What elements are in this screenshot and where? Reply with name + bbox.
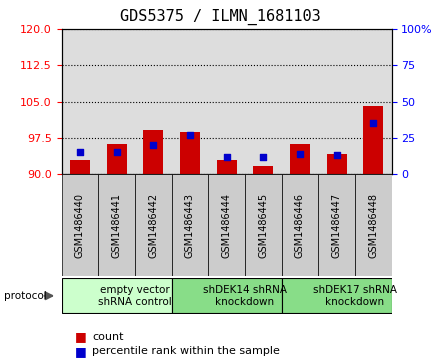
Point [77, 150, 84, 155]
Text: GSM1486445: GSM1486445 [258, 192, 268, 258]
Bar [172, 174, 208, 276]
Point [297, 151, 304, 157]
Bar [253, 166, 273, 174]
Bar [172, 278, 282, 313]
Text: GDS5375 / ILMN_1681103: GDS5375 / ILMN_1681103 [120, 9, 320, 25]
Point [260, 154, 267, 160]
Bar [208, 174, 245, 276]
Text: percentile rank within the sample: percentile rank within the sample [92, 346, 280, 356]
Point [150, 142, 157, 148]
Text: empty vector
shRNA control: empty vector shRNA control [98, 285, 172, 307]
Point [223, 154, 230, 160]
Bar [363, 106, 383, 174]
Text: GSM1486447: GSM1486447 [332, 192, 341, 258]
Bar [180, 132, 200, 174]
Text: GSM1486444: GSM1486444 [222, 192, 231, 258]
Bar [70, 160, 90, 174]
Text: shDEK14 shRNA
knockdown: shDEK14 shRNA knockdown [203, 285, 287, 307]
Text: GSM1486448: GSM1486448 [368, 192, 378, 258]
Text: shDEK17 shRNA
knockdown: shDEK17 shRNA knockdown [313, 285, 397, 307]
Bar [143, 130, 163, 174]
Point [333, 152, 340, 158]
Text: GSM1486441: GSM1486441 [112, 192, 121, 258]
Text: GSM1486446: GSM1486446 [295, 192, 305, 258]
Text: GSM1486440: GSM1486440 [75, 192, 85, 258]
Bar [245, 174, 282, 276]
Bar [98, 174, 135, 276]
Bar [62, 174, 98, 276]
Bar [135, 174, 172, 276]
Bar [355, 174, 392, 276]
Text: ■: ■ [75, 345, 87, 358]
Bar [216, 160, 237, 174]
Point [187, 132, 194, 138]
Text: GSM1486442: GSM1486442 [148, 192, 158, 258]
Point [113, 150, 120, 155]
Bar [290, 144, 310, 174]
Bar [318, 174, 355, 276]
Text: count: count [92, 332, 124, 342]
Text: GSM1486443: GSM1486443 [185, 192, 195, 258]
Bar [282, 278, 392, 313]
Bar [282, 174, 318, 276]
Bar [106, 144, 127, 174]
Text: ■: ■ [75, 330, 87, 343]
Bar [62, 278, 172, 313]
Bar [326, 154, 347, 174]
Point [370, 121, 377, 126]
Text: protocol: protocol [4, 291, 47, 301]
